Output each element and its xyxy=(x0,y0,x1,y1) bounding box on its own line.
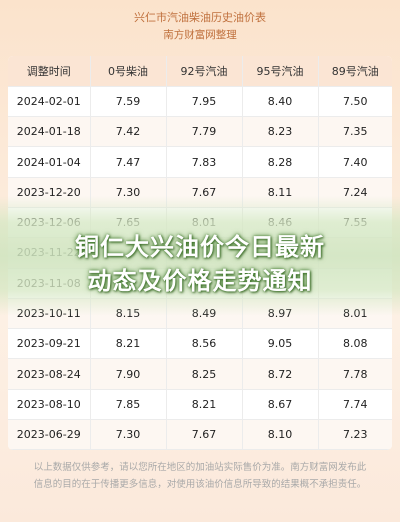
table-row: 2024-01-18 7.42 7.79 8.23 7.35 xyxy=(8,116,392,148)
diesel-0-cell: 7.30 xyxy=(90,419,167,450)
gasoline-92-cell: 8.56 xyxy=(166,328,243,360)
column-header-diesel-0: 0号柴油 xyxy=(90,56,167,87)
column-header-gasoline-89: 89号汽油 xyxy=(318,56,392,87)
gasoline-92-cell: 8.25 xyxy=(166,358,243,390)
source-label: 南方财富网整理 xyxy=(163,29,237,41)
date-cell: 2023-09-21 xyxy=(8,328,91,360)
gasoline-92-cell: 7.79 xyxy=(166,116,243,148)
gasoline-89-cell: 8.08 xyxy=(318,328,392,360)
gasoline-89-cell: 7.40 xyxy=(318,146,392,178)
page-title: 兴仁市汽油柴油历史油价表 xyxy=(134,11,266,24)
gasoline-95-cell: 8.23 xyxy=(242,116,319,148)
table-row: 2023-08-10 7.85 8.21 8.67 7.74 xyxy=(8,389,392,421)
gasoline-92-cell: 7.95 xyxy=(166,86,243,118)
date-cell: 2023-08-10 xyxy=(8,389,91,421)
diesel-0-cell: 7.42 xyxy=(90,116,167,148)
diesel-0-cell: 7.90 xyxy=(90,358,167,390)
diesel-0-cell: 7.47 xyxy=(90,146,167,178)
gasoline-89-cell: 7.74 xyxy=(318,389,392,421)
gasoline-95-cell: 8.67 xyxy=(242,389,319,421)
column-header-date: 调整时间 xyxy=(8,56,91,87)
gasoline-89-cell: 7.35 xyxy=(318,116,392,148)
gasoline-92-cell: 8.21 xyxy=(166,389,243,421)
diesel-0-cell: 7.85 xyxy=(90,389,167,421)
gasoline-95-cell: 8.10 xyxy=(242,419,319,450)
column-header-gasoline-95: 95号汽油 xyxy=(242,56,319,87)
date-cell: 2024-01-04 xyxy=(8,146,91,178)
gasoline-92-cell: 7.83 xyxy=(166,146,243,178)
date-cell: 2023-08-24 xyxy=(8,358,91,390)
headline-banner xyxy=(0,196,400,316)
headline-line-2: 动态及价格走势通知 xyxy=(87,267,313,295)
gasoline-89-cell: 7.78 xyxy=(318,358,392,390)
headline-line-1: 铜仁大兴油价今日最新 xyxy=(75,233,325,261)
gasoline-95-cell: 8.40 xyxy=(242,86,319,118)
gasoline-95-cell: 8.28 xyxy=(242,146,319,178)
table-row: 2024-02-01 7.59 7.95 8.40 7.50 xyxy=(8,86,392,118)
table-row: 2024-01-04 7.47 7.83 8.28 7.40 xyxy=(8,146,392,178)
gasoline-92-cell: 7.67 xyxy=(166,419,243,450)
table-row: 2023-06-29 7.30 7.67 8.10 7.23 xyxy=(8,419,392,450)
disclaimer-text: 以上数据仅供参考，请以您所在地区的加油站实际售价为准。南方财富网发布此信息的目的… xyxy=(33,462,367,490)
date-cell: 2024-01-18 xyxy=(8,116,91,148)
gasoline-89-cell: 7.50 xyxy=(318,86,392,118)
table-row: 2023-09-21 8.21 8.56 9.05 8.08 xyxy=(8,328,392,360)
gasoline-95-cell: 9.05 xyxy=(242,328,319,360)
column-header-gasoline-92: 92号汽油 xyxy=(166,56,243,87)
header: 兴仁市汽油柴油历史油价表 南方财富网整理 xyxy=(0,0,400,50)
gasoline-89-cell: 7.23 xyxy=(318,419,392,450)
diesel-0-cell: 8.21 xyxy=(90,328,167,360)
table-row: 2023-08-24 7.90 8.25 8.72 7.78 xyxy=(8,358,392,390)
date-cell: 2023-06-29 xyxy=(8,419,91,450)
gasoline-95-cell: 8.72 xyxy=(242,358,319,390)
date-cell: 2024-02-01 xyxy=(8,86,91,118)
table-header-row: 调整时间 0号柴油 92号汽油 95号汽油 89号汽油 xyxy=(8,56,392,87)
diesel-0-cell: 7.59 xyxy=(90,86,167,118)
